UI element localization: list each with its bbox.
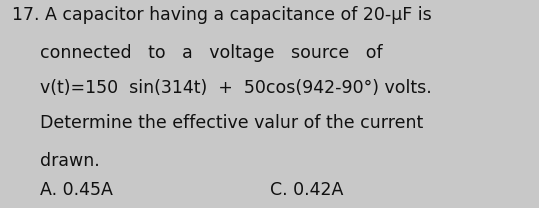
Text: drawn.: drawn. [40,152,100,170]
Text: 17. A capacitor having a capacitance of 20-μF is: 17. A capacitor having a capacitance of … [12,6,432,24]
Text: Determine the effective valur of the current: Determine the effective valur of the cur… [40,114,424,132]
Text: C. 0.42A: C. 0.42A [270,181,343,199]
Text: v(t)=150  sin(314t)  +  50cos(942-90°) volts.: v(t)=150 sin(314t) + 50cos(942-90°) volt… [40,79,432,97]
Text: A. 0.45A: A. 0.45A [40,181,113,199]
Text: connected   to   a   voltage   source   of: connected to a voltage source of [40,44,383,62]
